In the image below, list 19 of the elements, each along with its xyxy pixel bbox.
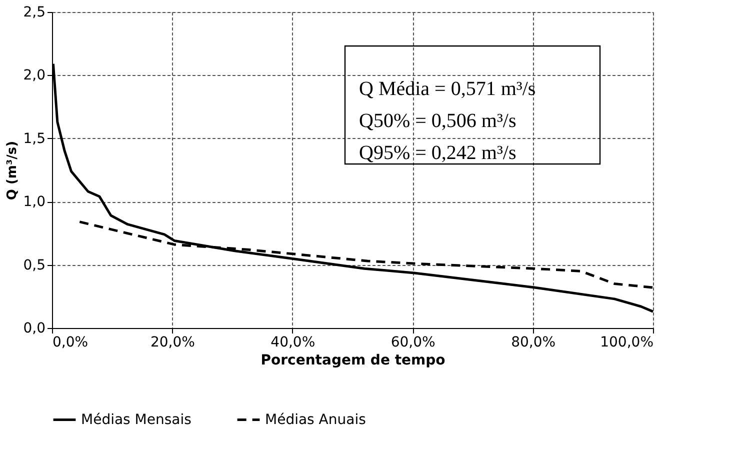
legend-label: Médias Anuais	[265, 412, 366, 428]
x-tick-label: 20,0%	[150, 334, 195, 350]
x-tick-label: 60,0%	[390, 334, 436, 350]
annotation: Q50% = 0,506 m³/s	[359, 110, 516, 132]
annotation: Q95% = 0,242 m³/s	[359, 142, 516, 164]
x-tick-label: 0,0%	[52, 334, 88, 350]
annotation: Q Média = 0,571 m³/s	[359, 78, 536, 100]
y-axis-title: Q (m³/s)	[5, 140, 20, 200]
y-tick-label: 1,5	[23, 130, 46, 147]
legend-label: Médias Mensais	[81, 412, 192, 428]
x-axis-title: Porcentagem de tempo	[260, 352, 446, 368]
y-tick-label: 1,0	[23, 194, 46, 210]
y-tick-label: 2,5	[23, 4, 46, 20]
x-tick-label: 80,0%	[511, 334, 556, 350]
y-tick-label: 2,0	[23, 68, 46, 84]
x-tick-label: 40,0%	[270, 334, 316, 350]
y-tick-label: 0,0	[23, 320, 46, 336]
y-tick-label: 0,5	[23, 257, 46, 274]
x-tick-label: 100,0%	[600, 334, 654, 350]
